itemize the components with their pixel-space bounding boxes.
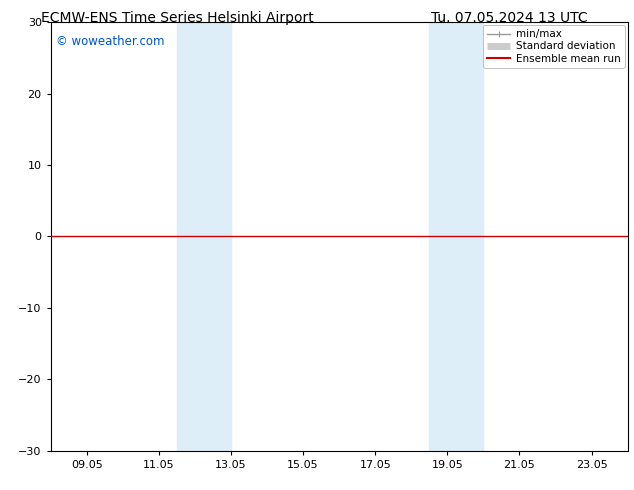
Legend: min/max, Standard deviation, Ensemble mean run: min/max, Standard deviation, Ensemble me… <box>483 25 624 68</box>
Bar <box>429 22 483 451</box>
Text: Tu. 07.05.2024 13 UTC: Tu. 07.05.2024 13 UTC <box>431 11 588 25</box>
Text: © woweather.com: © woweather.com <box>56 35 165 48</box>
Text: ECMW-ENS Time Series Helsinki Airport: ECMW-ENS Time Series Helsinki Airport <box>41 11 314 25</box>
Bar <box>177 22 231 451</box>
